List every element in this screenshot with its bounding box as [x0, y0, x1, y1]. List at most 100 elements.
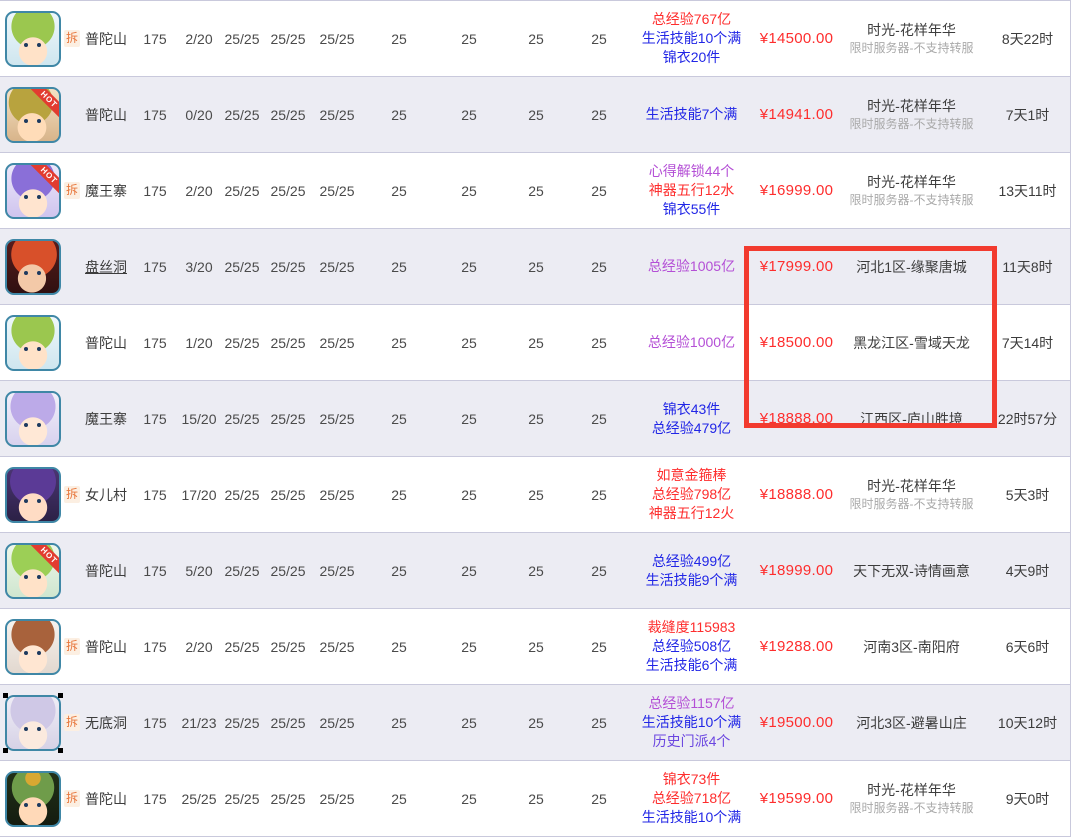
highlight-feature: 裁缝度115983 — [647, 619, 736, 635]
stat-single-2: 25 — [461, 106, 477, 123]
level-cell: 175 — [143, 258, 167, 275]
server-cell: 时光-花样年华 限时服务器-不支持转服 — [838, 173, 985, 208]
sect-name[interactable]: 普陀山 — [85, 106, 127, 123]
level-cell: 175 — [143, 714, 167, 731]
sect-name[interactable]: 普陀山 — [85, 638, 127, 655]
listing-row[interactable]: 拆 普陀山 175 2/20 25/25 25/25 25/25 25 25 2… — [0, 1, 1070, 77]
stat-pair-2: 25/25 — [270, 486, 306, 503]
listing-row[interactable]: 拆 普陀山 175 2/20 25/25 25/25 25/25 25 25 2… — [0, 609, 1070, 685]
avatar-wrap — [5, 466, 61, 523]
listing-row[interactable]: 普陀山 175 1/20 25/25 25/25 25/25 25 25 25 … — [0, 305, 1070, 381]
character-avatar[interactable] — [5, 466, 61, 523]
character-avatar[interactable] — [5, 10, 61, 67]
sect-name[interactable]: 盘丝洞 — [85, 258, 127, 275]
server-sub: 限时服务器-不支持转服 — [849, 41, 974, 55]
chai-badge — [64, 410, 80, 427]
highlight-feature: 生活技能10个满 — [641, 809, 742, 825]
stat-pair-1: 25/25 — [224, 182, 260, 199]
hot-badge: HOT — [28, 164, 59, 196]
avatar-wrap — [5, 10, 61, 67]
highlight-feature: 总经验767亿 — [651, 11, 732, 27]
sect-name[interactable]: 无底洞 — [85, 714, 127, 731]
selection-handle[interactable] — [3, 747, 8, 753]
stat-single-2: 25 — [461, 410, 477, 427]
time-remaining: 11天8时 — [1002, 258, 1053, 275]
listing-row[interactable]: 拆 无底洞 175 21/23 25/25 25/25 25/25 25 25 … — [0, 685, 1070, 761]
stat-single-4: 25 — [591, 638, 607, 655]
stat-single-3: 25 — [528, 258, 544, 275]
price: ¥19288.00 — [759, 638, 834, 655]
stat-single-1: 25 — [391, 30, 407, 47]
time-remaining: 7天1时 — [1005, 106, 1050, 123]
stat-pair-3: 25/25 — [319, 638, 355, 655]
selection-handle[interactable] — [3, 692, 8, 698]
listing-row[interactable]: HOT 拆 魔王寨 175 2/20 25/25 25/25 25/25 25 … — [0, 153, 1070, 229]
server-cell: 江西区-庐山胜境 — [838, 410, 985, 428]
time-remaining: 5天3时 — [1005, 486, 1050, 503]
stat-single-4: 25 — [591, 182, 607, 199]
price: ¥14941.00 — [759, 106, 834, 123]
character-avatar[interactable] — [5, 314, 61, 371]
stat-single-3: 25 — [528, 562, 544, 579]
sect-name[interactable]: 魔王寨 — [85, 410, 127, 427]
listing-row[interactable]: HOT 普陀山 175 5/20 25/25 25/25 25/25 25 25… — [0, 533, 1070, 609]
stat-pair-1: 25/25 — [224, 258, 260, 275]
ratio-cell: 2/20 — [185, 30, 213, 47]
listing-row[interactable]: 拆 普陀山 175 25/25 25/25 25/25 25/25 25 25 … — [0, 761, 1070, 837]
stat-single-2: 25 — [461, 790, 477, 807]
server-sub: 限时服务器-不支持转服 — [849, 497, 974, 511]
stat-pair-3: 25/25 — [319, 562, 355, 579]
character-avatar[interactable] — [5, 238, 61, 295]
stat-single-2: 25 — [461, 258, 477, 275]
price: ¥19500.00 — [759, 714, 834, 731]
avatar-wrap — [3, 692, 63, 753]
server-cell: 天下无双-诗情画意 — [838, 562, 985, 580]
stat-single-4: 25 — [591, 714, 607, 731]
sect-name[interactable]: 魔王寨 — [85, 182, 127, 199]
character-avatar[interactable]: HOT — [5, 542, 61, 599]
highlight-feature: 神器五行12火 — [648, 505, 735, 521]
stat-single-4: 25 — [591, 30, 607, 47]
character-avatar[interactable] — [5, 618, 61, 675]
stat-single-2: 25 — [461, 182, 477, 199]
ratio-cell: 1/20 — [185, 334, 213, 351]
price: ¥18888.00 — [759, 486, 834, 503]
ratio-cell: 21/23 — [181, 714, 217, 731]
server-cell: 黑龙江区-雪域天龙 — [838, 334, 985, 352]
server-sub: 限时服务器-不支持转服 — [849, 193, 974, 207]
features-cell: 锦衣73件 总经验718亿 生活技能10个满 — [628, 770, 755, 827]
time-remaining: 9天0时 — [1005, 790, 1050, 807]
sect-name[interactable]: 普陀山 — [85, 790, 127, 807]
listing-row[interactable]: 拆 女儿村 175 17/20 25/25 25/25 25/25 25 25 … — [0, 457, 1070, 533]
level-cell: 175 — [143, 638, 167, 655]
selection-handle[interactable] — [58, 747, 63, 753]
level-cell: 175 — [143, 334, 167, 351]
listing-row[interactable]: 盘丝洞 175 3/20 25/25 25/25 25/25 25 25 25 … — [0, 229, 1070, 305]
stat-single-3: 25 — [528, 714, 544, 731]
stat-single-4: 25 — [591, 790, 607, 807]
character-avatar[interactable]: HOT — [5, 86, 61, 143]
server-name: 河北1区-缘聚唐城 — [856, 258, 967, 275]
stat-single-2: 25 — [461, 638, 477, 655]
character-avatar[interactable]: HOT — [5, 162, 61, 219]
stat-pair-3: 25/25 — [319, 106, 355, 123]
price: ¥14500.00 — [759, 30, 834, 47]
listing-row[interactable]: 魔王寨 175 15/20 25/25 25/25 25/25 25 25 25… — [0, 381, 1070, 457]
character-avatar[interactable] — [5, 694, 61, 751]
sect-name[interactable]: 女儿村 — [85, 486, 127, 503]
stat-pair-3: 25/25 — [319, 410, 355, 427]
listing-row[interactable]: HOT 普陀山 175 0/20 25/25 25/25 25/25 25 25… — [0, 77, 1070, 153]
sect-name[interactable]: 普陀山 — [85, 562, 127, 579]
stat-pair-1: 25/25 — [224, 562, 260, 579]
server-sub: 限时服务器-不支持转服 — [849, 801, 974, 815]
ratio-cell: 15/20 — [181, 410, 217, 427]
character-avatar[interactable] — [5, 770, 61, 827]
selection-handle[interactable] — [58, 692, 63, 698]
stat-single-3: 25 — [528, 106, 544, 123]
stat-pair-3: 25/25 — [319, 486, 355, 503]
stat-pair-1: 25/25 — [224, 714, 260, 731]
sect-name[interactable]: 普陀山 — [85, 30, 127, 47]
character-avatar[interactable] — [5, 390, 61, 447]
sect-name[interactable]: 普陀山 — [85, 334, 127, 351]
time-remaining: 22时57分 — [997, 410, 1058, 427]
